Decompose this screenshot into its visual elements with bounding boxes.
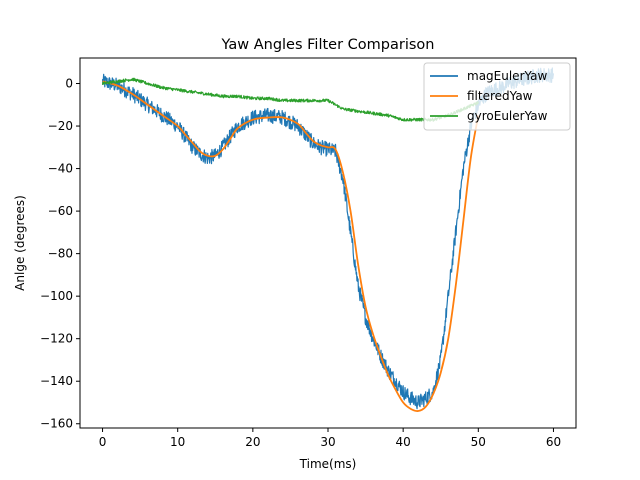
legend-label-magEulerYaw: magEulerYaw bbox=[467, 69, 548, 83]
y-tick-label: −60 bbox=[48, 204, 73, 218]
y-axis-label: Anlge (degrees) bbox=[13, 195, 27, 291]
x-tick-label: 10 bbox=[170, 435, 185, 449]
x-tick-label: 20 bbox=[245, 435, 260, 449]
x-tick-label: 0 bbox=[99, 435, 107, 449]
x-tick-label: 60 bbox=[546, 435, 561, 449]
x-tick-label: 50 bbox=[471, 435, 486, 449]
y-tick-label: −140 bbox=[40, 374, 73, 388]
legend-label-filteredYaw: filteredYaw bbox=[467, 89, 533, 103]
y-tick-label: −80 bbox=[48, 247, 73, 261]
legend-box bbox=[423, 62, 571, 131]
y-tick-label: −20 bbox=[48, 119, 73, 133]
y-tick-label: −40 bbox=[48, 162, 73, 176]
x-axis-label: Time(ms) bbox=[299, 457, 357, 471]
legend-label-gyroEulerYaw: gyroEulerYaw bbox=[467, 109, 548, 123]
y-axis: 0 −20 −40 −60 −80 −100 −120 −140 −160 bbox=[40, 77, 80, 431]
x-tick-label: 30 bbox=[320, 435, 335, 449]
y-tick-label: −160 bbox=[40, 417, 73, 431]
y-tick-label: −120 bbox=[40, 332, 73, 346]
chart-title: Yaw Angles Filter Comparison bbox=[221, 37, 435, 53]
series-line-filteredYaw bbox=[102, 80, 480, 412]
y-tick-label: 0 bbox=[65, 77, 73, 91]
legend: magEulerYaw filteredYaw gyroEulerYaw bbox=[423, 62, 571, 131]
x-axis: 0 10 20 30 40 50 60 bbox=[99, 428, 561, 449]
series-line-gyroEulerYaw bbox=[101, 77, 479, 122]
y-tick-label: −100 bbox=[40, 289, 73, 303]
x-tick-label: 40 bbox=[396, 435, 411, 449]
